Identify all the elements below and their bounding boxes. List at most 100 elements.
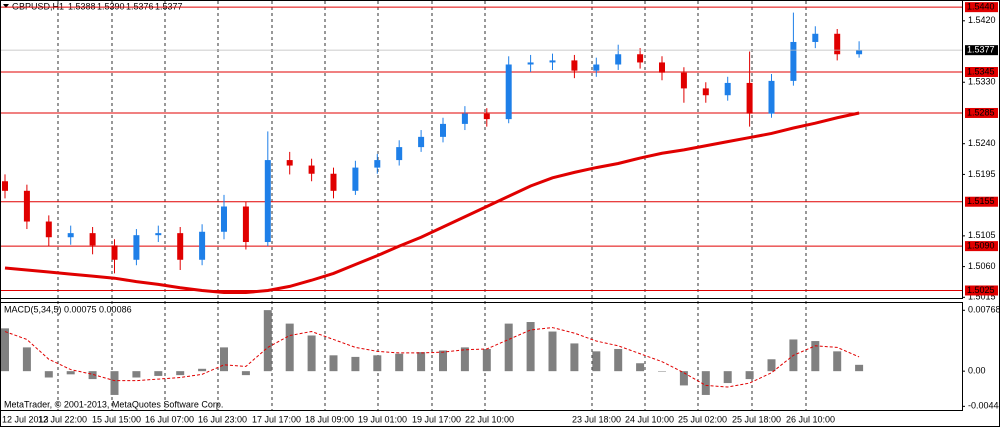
x-label: 25 Jul 02:00 <box>678 414 727 424</box>
macd-bar <box>745 371 754 380</box>
y-tick-label: 1.5105 <box>968 230 996 240</box>
ohlc-value: 1.5390 <box>97 1 125 11</box>
ohlc-value: 1.5377 <box>155 1 183 11</box>
level-label: 1.5155 <box>967 196 995 206</box>
y-tick-label: 1.5330 <box>968 77 996 87</box>
menu-arrow[interactable] <box>3 4 9 8</box>
macd-bar <box>767 359 776 372</box>
candle-body <box>812 33 819 42</box>
y-tick-label: 1.5195 <box>968 169 996 179</box>
level-label: 1.5025 <box>967 285 995 295</box>
macd-bar <box>154 371 163 376</box>
candle-body <box>199 231 206 260</box>
macd-bar <box>88 371 97 380</box>
ohlc-value: 1.5388 <box>68 1 96 11</box>
candle-body <box>221 206 227 232</box>
macd-bar <box>373 355 382 372</box>
candle-body <box>790 41 797 81</box>
candle-body <box>549 60 556 63</box>
x-label: 16 Jul 07:00 <box>145 414 194 424</box>
candle-body <box>680 72 687 89</box>
candle-body <box>746 82 753 114</box>
candle-body <box>483 113 490 120</box>
moving-average <box>4 111 860 295</box>
candle-body <box>155 233 162 236</box>
candle-body <box>440 123 446 137</box>
y-tick-label: -0.00444 <box>968 401 1000 411</box>
macd-bar <box>636 363 645 372</box>
candle-body <box>330 173 337 191</box>
x-label: 16 Jul 23:00 <box>198 414 247 424</box>
candle-body <box>396 147 403 161</box>
macd-bar <box>263 310 272 372</box>
candle-body <box>702 88 709 96</box>
macd-bar <box>220 347 228 372</box>
candle-body <box>45 221 52 238</box>
macd-bar <box>285 323 294 372</box>
candle-body <box>571 60 578 71</box>
level-label: 1.5285 <box>967 107 995 117</box>
x-label: 18 Jul 09:00 <box>305 414 354 424</box>
macd-bar <box>66 371 75 375</box>
x-label: 26 Jul 10:00 <box>786 414 835 424</box>
candle-body <box>374 160 381 168</box>
price-panel <box>0 0 963 299</box>
macd-bar <box>592 351 601 372</box>
macd-bar <box>570 343 579 372</box>
macd-bar <box>241 371 250 376</box>
candle-body <box>659 62 665 73</box>
candle-body <box>724 82 731 96</box>
macd-bar <box>723 371 732 384</box>
level-box <box>965 2 998 13</box>
level-box <box>965 241 998 252</box>
macd-bar <box>504 323 513 372</box>
macd-bar <box>417 352 426 372</box>
x-label: 15 Jul 15:00 <box>92 414 141 424</box>
macd-bar <box>701 371 710 395</box>
macd-bar <box>44 371 53 378</box>
macd-bar <box>22 347 31 372</box>
candle-body <box>111 245 118 260</box>
last-price-box <box>965 45 998 56</box>
level-box <box>965 67 998 78</box>
candle-body <box>768 80 775 114</box>
copyright: MetaTrader, © 2001-2013, MetaQuotes Soft… <box>4 399 223 409</box>
level-box <box>965 107 998 118</box>
candle-body <box>856 50 863 55</box>
candle-body <box>286 160 293 166</box>
macd-bar <box>811 341 820 372</box>
y-tick-label: 0.00 <box>968 366 986 376</box>
candle-body <box>308 165 315 174</box>
symbol: GBPUSD,H1 <box>12 1 64 11</box>
macd-bar <box>679 371 688 386</box>
macd-bar <box>614 348 623 372</box>
macd-bar <box>526 322 535 372</box>
macd-bar <box>351 356 360 372</box>
macd-bar <box>132 371 141 378</box>
candle-body <box>89 233 96 246</box>
macd-bar <box>658 371 666 372</box>
macd-bar <box>439 350 447 372</box>
macd-bar <box>307 335 316 372</box>
candle-body <box>133 235 140 260</box>
candle-body <box>177 233 184 260</box>
level-label: 1.5345 <box>967 66 995 76</box>
x-label: 23 Jul 18:00 <box>572 414 621 424</box>
level-label: 1.5090 <box>967 240 995 250</box>
candle-body <box>593 64 600 71</box>
candle-body <box>637 54 644 63</box>
y-tick-label: 1.5060 <box>968 261 996 271</box>
candle-body <box>461 113 468 124</box>
last-price-label: 1.5377 <box>967 45 995 55</box>
y-tick-label: 0.00768 <box>968 305 1000 315</box>
macd-bar <box>198 368 207 372</box>
x-label: 12 Jul 2013 <box>2 414 49 424</box>
x-label: 22 Jul 10:00 <box>465 414 514 424</box>
macd-bar <box>460 347 469 372</box>
y-tick-label: 1.5240 <box>968 138 996 148</box>
candle-body <box>834 33 841 55</box>
macd-bar <box>395 353 404 372</box>
macd-bar <box>548 331 557 372</box>
macd-bar <box>176 371 185 376</box>
